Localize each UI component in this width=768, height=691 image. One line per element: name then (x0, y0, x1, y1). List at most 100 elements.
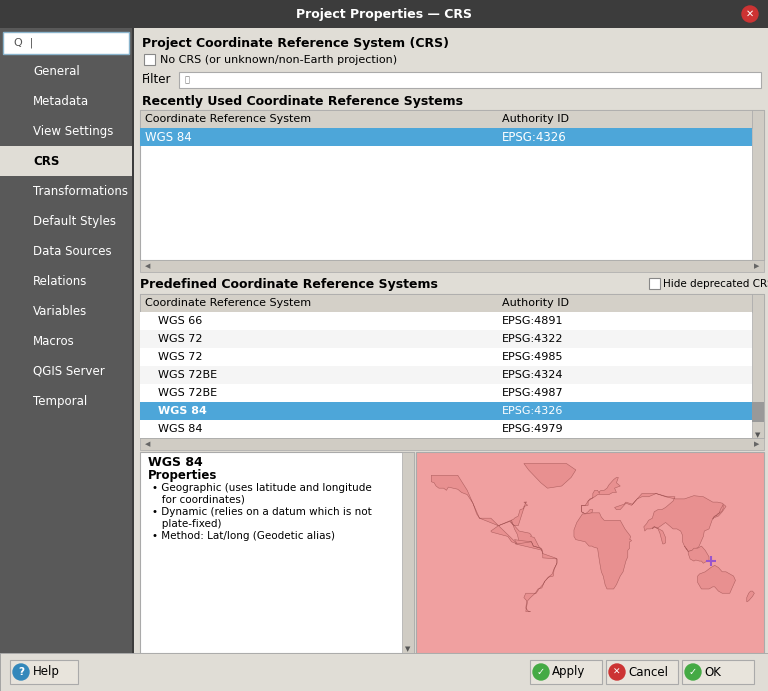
Text: Variables: Variables (33, 305, 88, 317)
Bar (140, 128, 752, 146)
Bar (0, 266, 132, 296)
Bar (0, 28, 132, 691)
Bar (179, 72, 761, 88)
Bar (140, 312, 752, 330)
Text: Authority ID: Authority ID (502, 298, 569, 308)
Polygon shape (574, 513, 631, 589)
Text: WGS 84: WGS 84 (145, 131, 192, 144)
Polygon shape (614, 493, 726, 551)
Polygon shape (524, 464, 576, 488)
Text: WGS 84: WGS 84 (148, 455, 203, 468)
Text: ✓: ✓ (537, 667, 545, 677)
Text: EPSG:4979: EPSG:4979 (502, 424, 564, 434)
Bar (0, 356, 132, 386)
Text: WGS 72BE: WGS 72BE (158, 370, 217, 380)
Bar (0, 176, 132, 206)
Text: Metadata: Metadata (33, 95, 89, 108)
Bar (140, 366, 752, 384)
Bar (402, 452, 414, 653)
Circle shape (13, 664, 29, 680)
Circle shape (533, 664, 549, 680)
Text: • Method: Lat/long (Geodetic alias): • Method: Lat/long (Geodetic alias) (152, 531, 335, 541)
Text: Recently Used Coordinate Reference Systems: Recently Used Coordinate Reference Syste… (142, 95, 463, 108)
Bar (0, 236, 132, 266)
Bar (0, 146, 132, 176)
Text: ▼: ▼ (406, 646, 411, 652)
Text: ✕: ✕ (614, 668, 621, 676)
Text: Temporal: Temporal (33, 395, 88, 408)
Text: Filter: Filter (142, 73, 171, 86)
Polygon shape (713, 504, 723, 519)
Text: WGS 84: WGS 84 (158, 406, 207, 416)
Text: for coordinates): for coordinates) (152, 495, 245, 505)
Text: ▶: ▶ (753, 441, 759, 447)
Text: EPSG:4322: EPSG:4322 (502, 334, 564, 344)
Bar (134, 28, 768, 691)
Text: EPSG:4326: EPSG:4326 (502, 406, 563, 416)
Bar (140, 110, 764, 260)
Text: Project Coordinate Reference System (CRS): Project Coordinate Reference System (CRS… (142, 37, 449, 50)
Text: WGS 72BE: WGS 72BE (158, 388, 217, 398)
Bar (0, 206, 132, 236)
Text: Data Sources: Data Sources (33, 245, 111, 258)
Circle shape (685, 664, 701, 680)
Text: EPSG:4326: EPSG:4326 (502, 131, 567, 144)
Text: Relations: Relations (33, 274, 88, 287)
Text: Macros: Macros (33, 334, 74, 348)
Text: Transformations: Transformations (33, 184, 128, 198)
Text: ✕: ✕ (746, 9, 754, 19)
Polygon shape (697, 565, 736, 594)
Text: Hide deprecated CRSs: Hide deprecated CRSs (663, 279, 768, 289)
Bar (10, 660, 78, 684)
Text: • Dynamic (relies on a datum which is not: • Dynamic (relies on a datum which is no… (152, 507, 372, 517)
Bar (144, 54, 155, 65)
Polygon shape (684, 546, 709, 563)
Text: Cancel: Cancel (628, 665, 668, 679)
Polygon shape (652, 527, 666, 544)
Bar (140, 452, 414, 653)
Text: Authority ID: Authority ID (502, 114, 569, 124)
Text: OK: OK (704, 665, 721, 679)
Bar (0, 296, 132, 326)
Bar (140, 260, 764, 272)
Text: ◀: ◀ (145, 441, 151, 447)
Text: View Settings: View Settings (33, 124, 114, 138)
Bar (140, 438, 764, 450)
Bar (140, 420, 752, 438)
Text: 🔍: 🔍 (185, 75, 190, 84)
Text: No CRS (or unknown/non-Earth projection): No CRS (or unknown/non-Earth projection) (160, 55, 397, 65)
Text: EPSG:4891: EPSG:4891 (502, 316, 564, 326)
Text: WGS 72: WGS 72 (158, 352, 203, 362)
Bar (530, 660, 602, 684)
Text: QGIS Server: QGIS Server (33, 364, 104, 377)
Text: WGS 72: WGS 72 (158, 334, 203, 344)
Bar (140, 110, 752, 128)
Bar (0, 326, 132, 356)
Bar (752, 294, 764, 438)
Text: Project Properties — CRS: Project Properties — CRS (296, 8, 472, 21)
Text: plate-fixed): plate-fixed) (152, 519, 221, 529)
Bar (416, 452, 764, 653)
Text: Help: Help (33, 665, 60, 679)
Polygon shape (581, 477, 621, 514)
Text: ▶: ▶ (753, 263, 759, 269)
Text: WGS 66: WGS 66 (158, 316, 202, 326)
Text: EPSG:4987: EPSG:4987 (502, 388, 564, 398)
Circle shape (742, 6, 758, 22)
Bar (0, 86, 132, 116)
Text: Default Styles: Default Styles (33, 214, 116, 227)
Bar (649, 278, 660, 289)
Text: ◀: ◀ (145, 263, 151, 269)
Text: Q  |: Q | (14, 38, 33, 48)
Text: EPSG:4324: EPSG:4324 (502, 370, 564, 380)
Bar (140, 294, 764, 438)
Circle shape (609, 664, 625, 680)
Text: CRS: CRS (33, 155, 59, 167)
Bar (606, 660, 678, 684)
Polygon shape (515, 540, 557, 612)
Bar (140, 348, 752, 366)
Text: Properties: Properties (148, 469, 217, 482)
Text: EPSG:4985: EPSG:4985 (502, 352, 564, 362)
Bar (682, 660, 754, 684)
Bar (0, 56, 132, 86)
